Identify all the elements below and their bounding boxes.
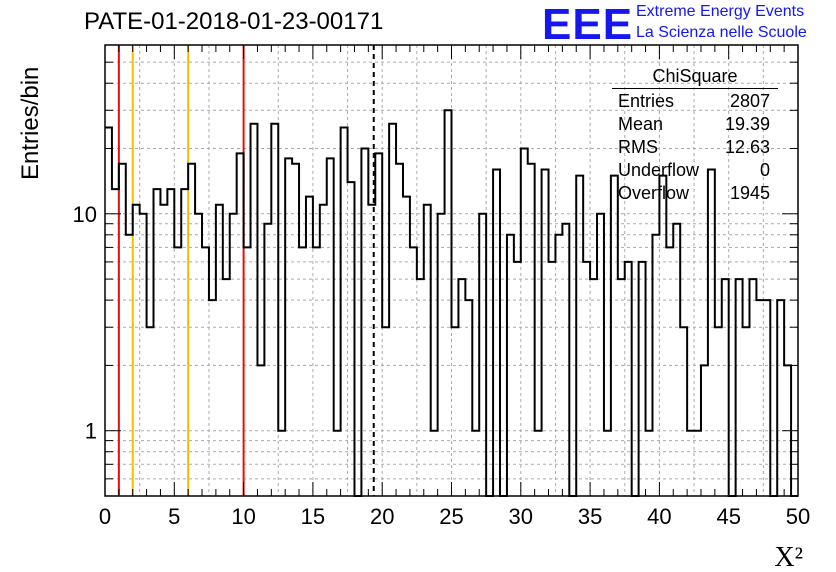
stats-title: ChiSquare: [612, 66, 778, 89]
x-tick-label: 40: [647, 504, 671, 529]
stats-label: Underflow: [618, 160, 700, 180]
stats-value: 19.39: [724, 114, 770, 134]
x-tick-label: 50: [786, 504, 810, 529]
stats-row-entries: Entries 2807: [612, 90, 778, 113]
histogram-outline: [105, 109, 798, 497]
stats-value: 0: [759, 160, 770, 180]
chart-title: PATE-01-2018-01-23-00171: [84, 8, 384, 35]
stats-row-overflow: Overflow 1945: [612, 182, 778, 205]
stats-box: ChiSquare Entries 2807 Mean 19.39 RMS 12.63…: [612, 66, 778, 205]
stats-label: Entries: [618, 91, 675, 111]
x-tick-label: 30: [509, 504, 533, 529]
x-tick-label: 15: [301, 504, 325, 529]
eee-logo: EEE: [542, 0, 634, 49]
x-tick-label: 10: [231, 504, 255, 529]
stats-label: Mean: [618, 114, 664, 134]
y-axis-label: Entries/bin: [17, 67, 44, 180]
logo-line-2: La Scienza nelle Scuole: [636, 24, 807, 41]
stats-row-underflow: Underflow 0: [612, 159, 778, 182]
x-tick-label: 35: [578, 504, 602, 529]
stats-label: RMS: [618, 137, 658, 157]
stats-value: 12.63: [724, 137, 770, 157]
marker-lines: [117, 45, 375, 496]
logo-line-1: Extreme Energy Events: [636, 3, 805, 20]
histogram-bins: [105, 109, 798, 497]
x-tick-label: 20: [370, 504, 394, 529]
x-tick-label: 5: [168, 504, 180, 529]
stats-row-mean: Mean 19.39: [612, 113, 778, 136]
x-axis-label: X²: [774, 542, 803, 572]
stats-value: 1945: [729, 183, 770, 203]
x-tick-labels: 0 5 10 15 20 25 30 35 40 45 50: [99, 504, 810, 529]
y-tick-labels: 1 10: [73, 202, 97, 444]
stats-value: 2807: [729, 91, 770, 111]
x-tick-label: 45: [716, 504, 740, 529]
y-tick-label: 10: [73, 202, 97, 227]
stats-row-rms: RMS 12.63: [612, 136, 778, 159]
axis-ticks: [104, 45, 799, 496]
x-tick-label: 0: [99, 504, 111, 529]
y-tick-label: 1: [85, 419, 97, 444]
stats-label: Overflow: [618, 183, 690, 203]
x-tick-label: 25: [439, 504, 463, 529]
